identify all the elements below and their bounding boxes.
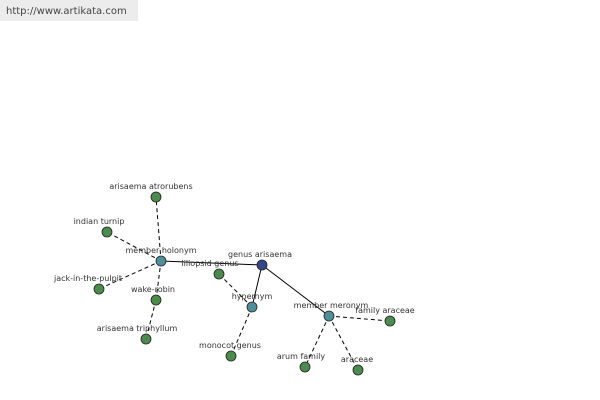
node-label[interactable]: jack-in-the-pulpit [53,274,122,283]
node[interactable] [225,350,237,362]
edge [145,299,157,340]
node-label[interactable]: arisaema atrorubens [109,182,192,191]
node[interactable] [299,361,311,373]
node[interactable] [101,226,113,238]
node-label[interactable]: liliopsid genus [181,259,238,268]
node-label[interactable]: member holonym [125,246,196,255]
edge [304,315,330,368]
node-label[interactable]: hypernym [232,292,273,301]
node-label[interactable]: family araceae [355,306,415,315]
node[interactable] [384,315,396,327]
nodes [93,191,396,376]
edge [328,315,391,322]
node[interactable] [93,283,105,295]
edge [261,264,330,317]
edge [155,260,162,301]
edge [230,306,253,357]
node-label[interactable]: indian turnip [74,217,125,226]
edge [251,264,263,308]
edge [328,315,359,371]
node[interactable] [150,191,162,203]
edges [98,196,391,371]
edge [218,273,253,308]
node-label[interactable]: member meronym [294,301,369,310]
node-label[interactable]: genus arisaema [228,250,292,259]
url-box [0,0,138,21]
url[interactable]: http://www.artikata.com [6,6,127,17]
node[interactable] [155,255,167,267]
node-label[interactable]: arisaema triphyllum [97,324,178,333]
node-label[interactable]: monocot genus [199,341,261,350]
node[interactable] [352,364,364,376]
node[interactable] [150,294,162,306]
node[interactable] [246,301,258,313]
edge [155,196,162,262]
node-label[interactable]: arum family [277,352,326,361]
edge [98,260,162,290]
node[interactable] [323,310,335,322]
node[interactable] [256,259,268,271]
node[interactable] [140,333,152,345]
edge [160,260,263,266]
node[interactable] [213,268,225,280]
edge [106,231,162,262]
labels: genus arisaema member holonym hypernym m… [53,182,415,364]
node-label[interactable]: wake-robin [131,285,175,294]
node-label[interactable]: araceae [341,355,373,364]
